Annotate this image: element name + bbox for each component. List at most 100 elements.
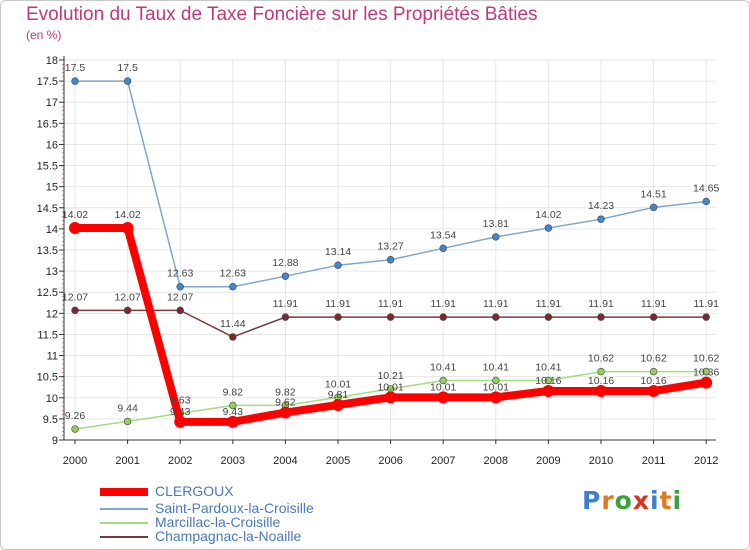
- x-tick-label: 2005: [326, 455, 350, 467]
- data-point: [174, 415, 187, 428]
- data-point: [492, 233, 500, 241]
- data-label: 12.63: [167, 268, 193, 280]
- data-label: 13.14: [325, 246, 351, 258]
- data-point: [229, 283, 237, 291]
- data-label: 10.36: [693, 367, 719, 379]
- data-point: [279, 406, 292, 419]
- data-label: 11.44: [220, 318, 246, 330]
- data-label: 10.41: [535, 361, 561, 373]
- data-label: 11.91: [588, 298, 614, 310]
- legend-item-champagnac: Champagnac-la-Noaille: [100, 528, 400, 545]
- x-tick-label: 2004: [273, 455, 297, 467]
- data-label: 14.65: [693, 182, 719, 194]
- data-point: [123, 77, 132, 85]
- data-label: 9.63: [170, 394, 191, 406]
- data-point: [649, 313, 658, 321]
- logo-letter: t: [659, 486, 673, 515]
- legend-item-clergoux: CLERGOUX: [100, 483, 400, 500]
- legend-label: Marcillac-la-Croisille: [155, 514, 281, 530]
- data-label: 17.5: [117, 62, 138, 74]
- data-point: [702, 313, 710, 321]
- data-point: [542, 385, 555, 398]
- y-tick-label: 13.5: [37, 245, 58, 257]
- data-label: 9.62: [275, 397, 296, 409]
- data-point: [281, 313, 290, 321]
- data-label: 10.62: [588, 353, 614, 365]
- data-point: [71, 425, 79, 433]
- legend-label: Saint-Pardoux-la-Croisille: [155, 500, 314, 516]
- data-point: [597, 313, 605, 321]
- data-label: 14.23: [588, 200, 614, 212]
- x-tick-label: 2001: [115, 455, 139, 467]
- legend-swatch: [100, 522, 148, 524]
- logo-letter: i: [672, 486, 683, 515]
- data-label: 11.91: [430, 298, 456, 310]
- data-label: 11.91: [273, 298, 299, 310]
- data-label: 11.91: [325, 298, 351, 310]
- proxiti-logo: Proxiti: [582, 486, 682, 515]
- data-point: [702, 367, 710, 376]
- data-label: 9.43: [223, 406, 244, 418]
- data-point: [334, 313, 342, 321]
- data-label: 14.02: [114, 209, 140, 221]
- y-tick-label: 11: [47, 351, 58, 363]
- unit-label: (en %): [26, 28, 62, 42]
- data-point: [544, 313, 553, 321]
- x-tick-label: 2006: [378, 455, 402, 467]
- data-label: 12.07: [114, 291, 140, 303]
- data-label: 9.44: [117, 402, 138, 414]
- y-tick-label: 15: [46, 182, 58, 194]
- y-tick-label: 18: [46, 55, 58, 67]
- data-label: 9.82: [275, 386, 296, 398]
- data-point: [123, 306, 132, 315]
- chart-title: Evolution du Taux de Taxe Foncière sur l…: [26, 4, 538, 25]
- data-point: [649, 203, 658, 212]
- data-point: [439, 313, 447, 321]
- data-point: [229, 333, 237, 341]
- data-point: [121, 222, 134, 235]
- data-label: 13.81: [483, 218, 509, 230]
- y-tick-label: 12: [46, 308, 58, 320]
- data-point: [702, 197, 710, 206]
- data-label: 14.02: [62, 209, 88, 221]
- logo-letter: i: [650, 486, 660, 515]
- data-point: [595, 385, 607, 398]
- y-tick-label: 15.5: [37, 161, 58, 173]
- data-point: [700, 376, 713, 389]
- data-label: 14.51: [640, 188, 666, 200]
- y-tick-label: 10: [46, 393, 58, 405]
- data-label: 11.91: [378, 298, 404, 310]
- legend-swatch: [100, 488, 148, 496]
- x-tick-label: 2002: [168, 455, 192, 467]
- y-tick-label: 14: [46, 224, 58, 236]
- y-tick-label: 11.5: [37, 329, 58, 341]
- data-point: [544, 376, 553, 385]
- y-tick-label: 16: [46, 139, 58, 151]
- data-point: [123, 417, 132, 426]
- data-point: [492, 313, 500, 321]
- data-label: 12.07: [167, 291, 193, 303]
- y-tick-label: 9: [52, 435, 58, 447]
- x-tick-label: 2007: [431, 455, 455, 467]
- data-label: 12.63: [220, 268, 246, 280]
- legend-swatch: [100, 508, 148, 510]
- y-tick-label: 12.5: [37, 287, 58, 299]
- data-point: [649, 367, 658, 376]
- data-label: 10.41: [430, 361, 456, 373]
- data-label: 9.81: [328, 389, 349, 401]
- data-point: [332, 398, 344, 411]
- x-tick-label: 2009: [536, 455, 560, 467]
- data-label: 14.02: [535, 209, 561, 221]
- x-tick-label: 2010: [589, 455, 613, 467]
- logo-letter: o: [614, 486, 633, 515]
- data-point: [69, 222, 81, 235]
- data-point: [176, 306, 184, 315]
- logo-letter: x: [632, 486, 650, 515]
- data-label: 11.91: [693, 298, 719, 310]
- data-label: 12.88: [272, 257, 298, 269]
- x-tick-label: 2011: [642, 455, 666, 467]
- logo-letter: P: [582, 486, 602, 515]
- data-label: 10.01: [377, 381, 403, 393]
